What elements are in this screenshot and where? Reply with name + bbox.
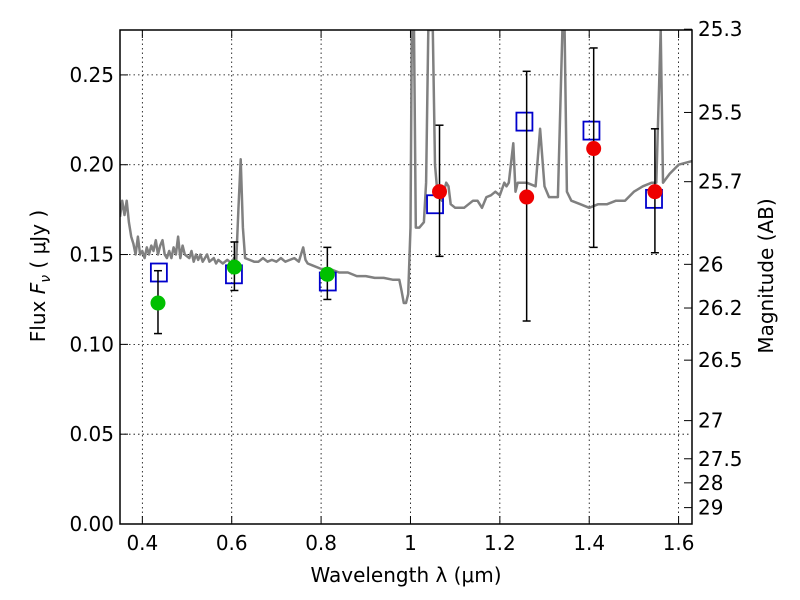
observed-point-green xyxy=(150,295,166,311)
y-tick-label: 0.00 xyxy=(69,512,114,536)
observed-points-layer xyxy=(150,141,663,311)
y-tick-label: 0.10 xyxy=(69,332,114,356)
tick-labels: 0.4 0.6 0.8 1 1.2 1.4 1.6 0.00 0.05 0.10 0.15 0.20 0… xyxy=(69,17,742,555)
y-tick-label: 0.15 xyxy=(69,243,114,267)
x-tick-label: 0.6 xyxy=(216,531,248,555)
magnitude-tick-label: 25.7 xyxy=(698,170,743,194)
grid-lines xyxy=(120,30,692,525)
model-spectrum-layer xyxy=(120,30,692,305)
magnitude-tick-label: 29 xyxy=(698,496,723,520)
axis-ticks xyxy=(120,28,692,525)
observed-point-red xyxy=(519,189,535,205)
magnitude-tick-label: 25.3 xyxy=(698,17,743,41)
x-axis-label: Wavelength λ (μm) xyxy=(310,563,501,587)
model-photometry-layer xyxy=(149,111,663,292)
y-axis-label-symbol: F xyxy=(26,282,50,294)
observed-point-red xyxy=(586,141,602,157)
observed-point-red xyxy=(432,184,448,200)
y-axis-label-suffix: ( μJy ) xyxy=(26,210,50,275)
magnitude-tick-label: 27.5 xyxy=(698,447,743,471)
magnitude-tick-label: 26.2 xyxy=(698,296,743,320)
observed-point-green xyxy=(226,259,242,275)
magnitude-tick-label: 26 xyxy=(698,252,723,276)
y-axis-label: Flux Fν ( μJy ) xyxy=(26,210,54,342)
model-photometry-box xyxy=(149,262,168,283)
observed-point-green xyxy=(319,266,335,282)
model-spectrum-line xyxy=(120,30,692,305)
magnitude-tick-label: 27 xyxy=(698,409,723,433)
plot-frame xyxy=(119,29,693,525)
x-tick-label: 1.2 xyxy=(484,531,516,555)
y-axis-label-prefix: Flux xyxy=(26,294,50,342)
magnitude-tick-label: 28 xyxy=(698,471,723,495)
y-axis-label-subscript: ν xyxy=(38,275,54,283)
magnitude-tick-label: 25.5 xyxy=(698,100,743,124)
x-tick-label: 1 xyxy=(404,531,417,555)
model-photometry-box xyxy=(582,120,601,141)
x-tick-label: 1.6 xyxy=(663,531,695,555)
y-tick-label: 0.25 xyxy=(69,63,114,87)
x-tick-label: 0.4 xyxy=(126,531,158,555)
observed-point-red xyxy=(647,184,663,200)
y-tick-label: 0.05 xyxy=(69,422,114,446)
magnitude-axis-label: Magnitude (AB) xyxy=(754,198,778,353)
y-tick-label: 0.20 xyxy=(69,153,114,177)
model-photometry-box xyxy=(515,111,534,132)
error-bars-layer xyxy=(153,47,659,335)
x-tick-label: 1.4 xyxy=(573,531,605,555)
x-tick-label: 0.8 xyxy=(305,531,337,555)
magnitude-tick-label: 26.5 xyxy=(698,348,743,372)
